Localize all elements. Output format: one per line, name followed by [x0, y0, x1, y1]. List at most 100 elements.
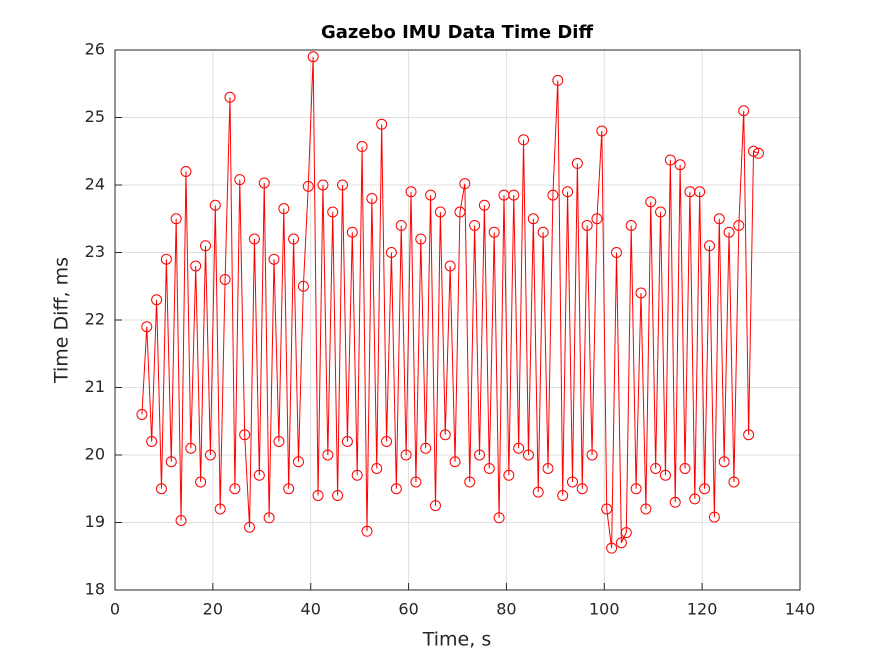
data-marker — [376, 118, 388, 130]
data-marker — [146, 436, 158, 447]
data-marker — [297, 280, 309, 292]
data-marker — [508, 189, 520, 201]
data-marker — [283, 483, 295, 495]
data-marker — [454, 206, 466, 218]
data-marker — [346, 226, 358, 238]
data-marker — [288, 233, 300, 245]
data-marker — [214, 503, 226, 515]
data-marker — [596, 125, 608, 137]
data-marker — [425, 189, 437, 201]
data-marker — [694, 186, 706, 198]
data-marker — [469, 220, 481, 231]
data-marker — [439, 429, 451, 441]
data-marker — [273, 436, 285, 447]
data-marker — [669, 496, 681, 508]
data-marker — [190, 260, 202, 272]
data-marker — [527, 213, 539, 225]
data-marker — [752, 147, 764, 159]
data-marker — [341, 436, 353, 447]
data-marker — [234, 174, 246, 186]
data-marker — [591, 213, 603, 225]
data-marker — [244, 521, 256, 533]
data-marker — [635, 287, 647, 299]
y-tick-label: 24 — [85, 175, 105, 194]
data-marker — [601, 503, 613, 515]
data-marker — [576, 483, 588, 495]
data-marker — [664, 154, 676, 166]
data-marker — [229, 483, 241, 495]
data-marker — [723, 226, 735, 238]
data-marker — [366, 193, 378, 204]
data-marker — [493, 512, 505, 524]
y-tick-label: 18 — [85, 580, 105, 599]
data-marker — [180, 166, 192, 177]
data-marker — [302, 180, 314, 192]
x-tick-label: 40 — [301, 600, 321, 619]
data-marker — [415, 233, 427, 245]
chart-title: Gazebo IMU Data Time Diff — [321, 22, 594, 43]
data-marker — [136, 409, 148, 420]
data-marker — [165, 456, 177, 468]
data-marker — [219, 274, 231, 285]
data-marker — [522, 449, 534, 461]
data-marker — [703, 240, 715, 252]
data-marker — [253, 469, 265, 481]
plot — [136, 51, 764, 554]
data-marker — [483, 463, 495, 474]
x-tick-label: 100 — [589, 600, 620, 619]
data-line — [141, 56, 759, 549]
data-marker — [351, 469, 363, 481]
data-marker — [679, 463, 691, 474]
data-marker — [630, 483, 642, 495]
data-marker — [317, 179, 329, 191]
data-marker — [195, 476, 207, 488]
y-tick-label: 22 — [85, 310, 105, 329]
x-tick-label: 60 — [398, 600, 418, 619]
data-marker — [361, 525, 373, 537]
data-marker — [611, 247, 623, 258]
data-marker — [371, 463, 383, 474]
data-marker — [160, 253, 172, 265]
data-marker — [571, 157, 583, 169]
data-marker — [151, 294, 163, 306]
data-marker — [224, 91, 236, 103]
y-tick-label: 25 — [85, 107, 105, 126]
data-marker — [248, 233, 260, 245]
data-marker — [532, 486, 544, 498]
data-marker — [562, 186, 574, 198]
data-marker — [204, 449, 216, 461]
data-marker — [659, 469, 671, 481]
y-axis-label: Time Diff, ms — [51, 257, 73, 384]
data-marker — [713, 213, 725, 225]
data-marker — [474, 449, 486, 461]
data-marker — [141, 321, 153, 333]
data-marker — [459, 178, 471, 190]
data-marker — [615, 537, 627, 549]
data-marker — [337, 179, 349, 191]
data-marker — [503, 469, 515, 481]
data-marker — [650, 463, 662, 474]
data-marker — [332, 490, 344, 501]
data-marker — [449, 456, 461, 468]
y-tick-label: 20 — [85, 445, 105, 464]
data-marker — [263, 512, 275, 524]
data-marker — [410, 476, 422, 488]
data-marker — [390, 483, 402, 495]
data-marker — [200, 240, 212, 252]
y-tick-label: 23 — [85, 242, 105, 261]
data-marker — [385, 247, 397, 258]
data-marker — [743, 429, 755, 441]
data-marker — [322, 449, 334, 461]
data-marker — [239, 429, 251, 441]
data-marker — [464, 476, 476, 488]
data-marker — [620, 527, 632, 539]
data-marker — [429, 500, 441, 512]
data-marker — [185, 442, 197, 454]
y-tick-label: 21 — [85, 377, 105, 396]
x-tick-label: 140 — [785, 600, 816, 619]
data-marker — [728, 476, 740, 488]
data-marker — [708, 511, 720, 523]
data-marker — [748, 145, 760, 157]
data-marker — [170, 213, 182, 225]
